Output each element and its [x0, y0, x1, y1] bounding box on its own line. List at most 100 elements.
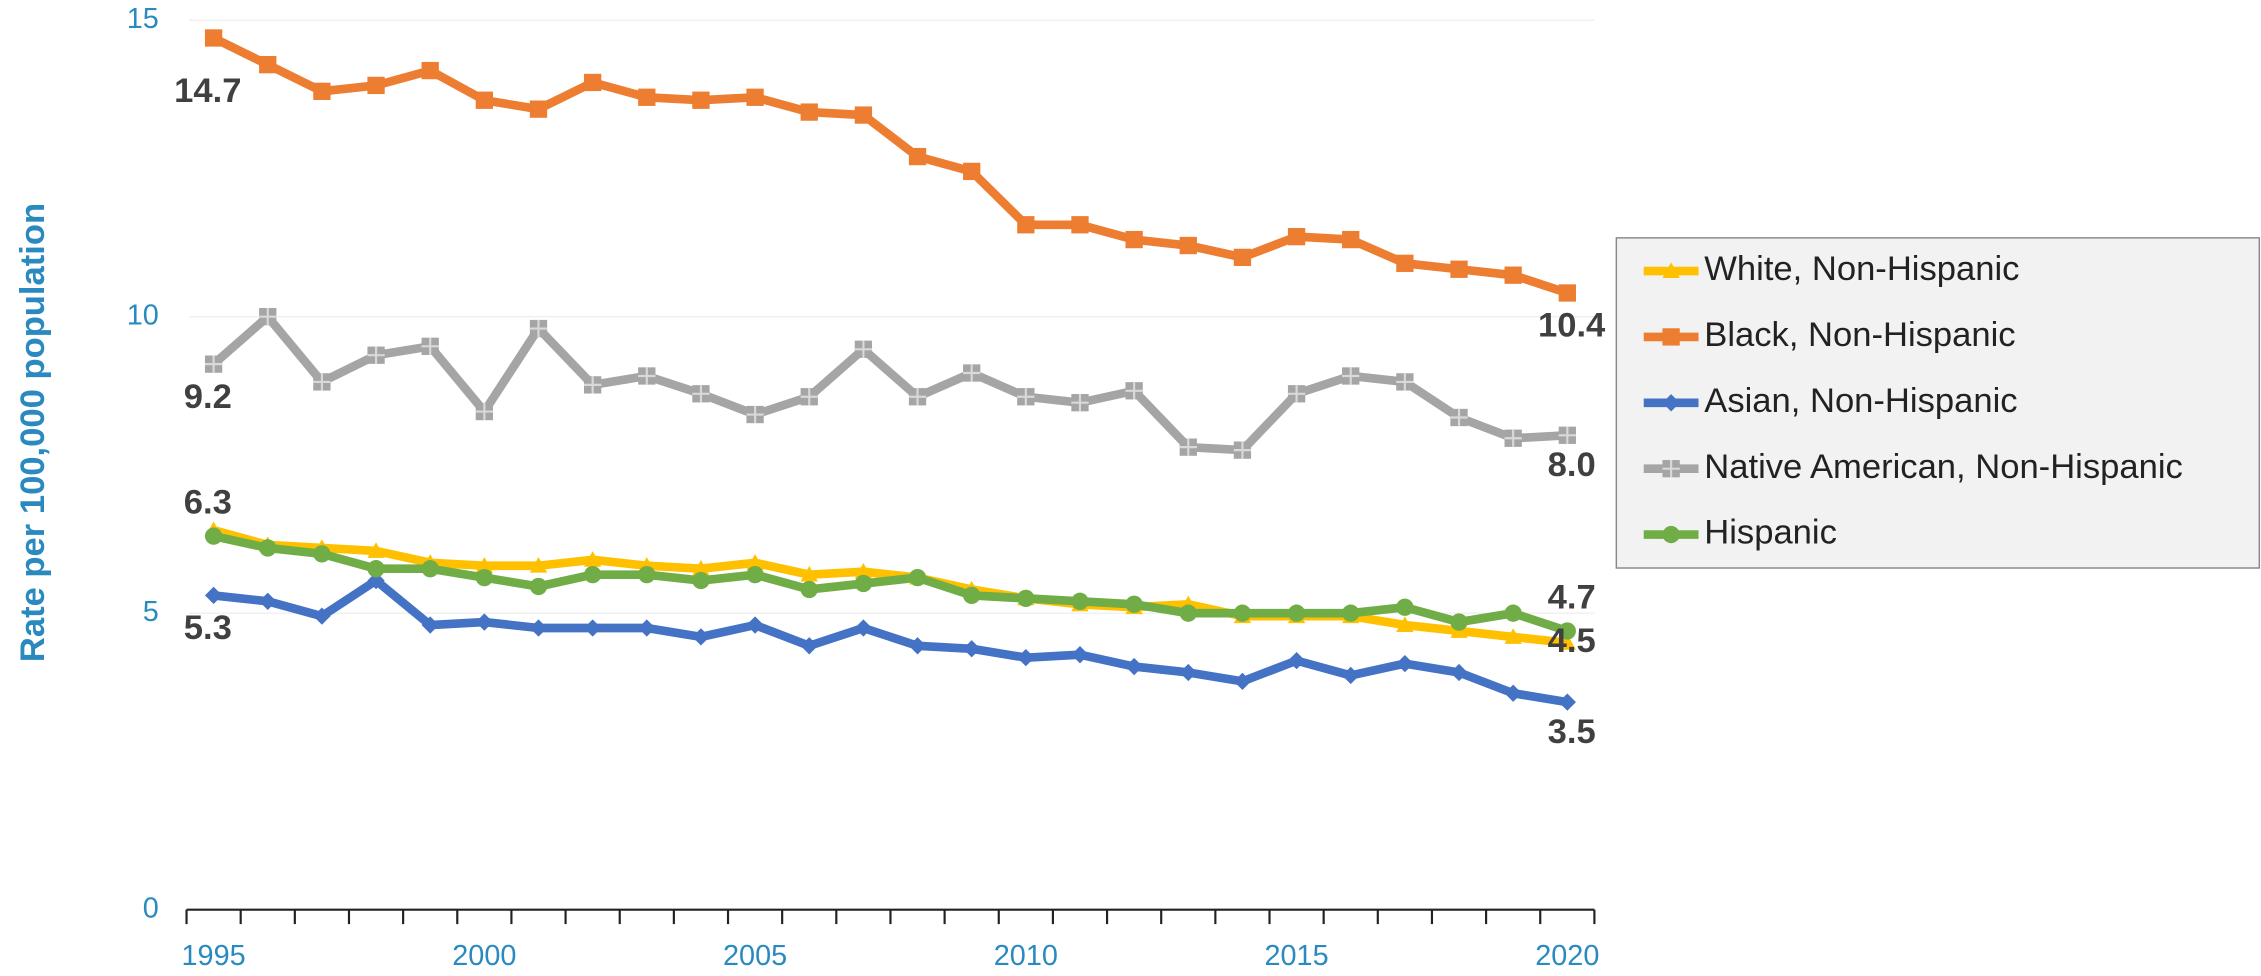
- marker: [583, 73, 602, 92]
- x-tick-label: 2015: [1265, 940, 1329, 972]
- marker: [1558, 284, 1576, 302]
- marker: [1125, 230, 1143, 249]
- marker: [1450, 663, 1468, 682]
- marker: [421, 61, 439, 80]
- series-line: [212, 531, 1569, 636]
- marker: [204, 527, 223, 545]
- marker: [1179, 236, 1197, 255]
- legend-label: Asian, Non-Hispanic: [1704, 382, 2017, 420]
- marker: [1017, 589, 1035, 608]
- marker: [908, 568, 927, 587]
- marker: [475, 613, 494, 631]
- marker: [367, 76, 385, 95]
- marker: [854, 574, 873, 593]
- marker: [1179, 663, 1197, 682]
- marker-cross: [1071, 394, 1089, 412]
- marker: [963, 586, 981, 605]
- marker: [746, 88, 764, 106]
- marker: [475, 91, 494, 109]
- marker: [1396, 654, 1414, 673]
- marker: [1017, 216, 1035, 234]
- marker: [1504, 604, 1522, 622]
- data-label: 9.2: [184, 378, 232, 416]
- marker-cross: [1179, 438, 1197, 456]
- marker: [529, 557, 548, 573]
- marker-cross: [1342, 367, 1360, 385]
- marker: [1017, 649, 1035, 667]
- series-line: [212, 525, 1568, 648]
- marker: [1179, 604, 1197, 622]
- marker: [963, 162, 981, 181]
- marker-cross: [1287, 385, 1306, 403]
- marker: [800, 565, 818, 582]
- data-label: 8.0: [1548, 446, 1596, 484]
- data-label: 4.7: [1548, 578, 1596, 616]
- legend-label: Black, Non-Hispanic: [1704, 316, 2015, 354]
- legend-label: Hispanic: [1704, 514, 1837, 552]
- marker: [204, 29, 223, 47]
- y-axis-title: Rate per 100,000 population: [14, 203, 52, 662]
- data-label: 10.4: [1538, 307, 1606, 345]
- marker: [908, 147, 927, 166]
- marker: [1558, 634, 1576, 650]
- marker: [1504, 628, 1522, 644]
- marker-cross: [1017, 388, 1035, 406]
- marker: [800, 103, 818, 121]
- y-tick-label: 0: [143, 892, 159, 924]
- marker: [1287, 227, 1306, 246]
- marker-cross: [908, 388, 927, 406]
- y-tick-label: 10: [127, 299, 159, 331]
- marker: [1287, 604, 1306, 622]
- marker: [1662, 394, 1680, 412]
- marker-cross: [692, 385, 710, 403]
- x-tick-label: 1995: [182, 940, 246, 972]
- marker: [1071, 646, 1089, 664]
- marker-cross: [313, 373, 331, 391]
- marker: [1662, 525, 1680, 544]
- legend-label: White, Non-Hispanic: [1704, 250, 2019, 288]
- marker: [1396, 598, 1414, 616]
- marker: [746, 565, 764, 584]
- marker-cross: [1662, 460, 1680, 478]
- marker: [638, 619, 656, 637]
- marker: [638, 565, 656, 584]
- x-tick-label: 2010: [994, 940, 1058, 972]
- marker-cross: [1504, 429, 1522, 447]
- marker: [638, 88, 656, 106]
- marker: [1662, 262, 1680, 278]
- data-label: 5.3: [184, 609, 232, 647]
- marker: [583, 619, 602, 637]
- marker-cross: [583, 376, 602, 394]
- marker: [800, 580, 818, 599]
- marker: [1396, 616, 1414, 632]
- marker-cross: [1233, 441, 1252, 459]
- marker-cross: [421, 337, 439, 355]
- marker: [313, 82, 331, 100]
- marker: [1233, 248, 1252, 267]
- series-line: [211, 34, 1569, 298]
- marker-cross: [367, 346, 385, 364]
- marker-cross: [638, 367, 656, 385]
- marker: [800, 637, 818, 655]
- marker: [1662, 328, 1680, 346]
- marker: [204, 586, 223, 605]
- marker: [367, 542, 385, 558]
- marker: [1396, 254, 1414, 272]
- marker: [1450, 613, 1468, 631]
- marker: [475, 568, 494, 587]
- marker: [583, 551, 602, 567]
- marker: [1342, 230, 1360, 249]
- marker: [1558, 693, 1576, 711]
- data-label: 3.5: [1548, 713, 1596, 751]
- marker-cross: [529, 319, 548, 338]
- marker: [854, 106, 873, 124]
- marker: [529, 100, 548, 118]
- data-label: 4.5: [1548, 622, 1596, 660]
- marker: [421, 560, 439, 578]
- marker-cross: [204, 355, 223, 373]
- marker: [963, 640, 981, 658]
- marker: [529, 619, 548, 637]
- y-tick-label: 15: [127, 3, 159, 35]
